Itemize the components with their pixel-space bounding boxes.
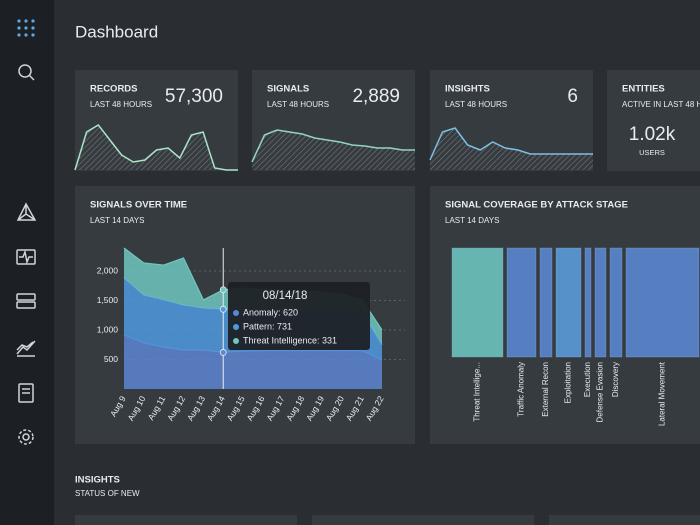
sparkline-area — [252, 130, 415, 170]
bar — [506, 247, 537, 358]
hover-marker — [219, 286, 227, 294]
tooltip — [228, 282, 370, 350]
page-title: Dashboard — [75, 22, 158, 41]
hover-marker — [219, 349, 227, 356]
x-tick-label: Execution — [583, 362, 592, 397]
bar — [625, 247, 700, 358]
y-tick-label: 500 — [104, 354, 118, 364]
tooltip-swatch — [233, 338, 239, 344]
graph-icon[interactable] — [16, 202, 37, 221]
bar — [609, 247, 623, 358]
chart-icon[interactable] — [16, 340, 36, 357]
chart-title: SIGNALS OVER TIME — [90, 200, 187, 211]
x-tick-label: Lateral Movement — [658, 361, 667, 426]
card-subtitle: LAST 48 HOURS — [267, 100, 329, 109]
sparkline — [429, 127, 593, 161]
chart-subtitle: LAST 14 DAYS — [445, 216, 499, 225]
bar — [555, 247, 582, 358]
card — [312, 515, 534, 525]
card — [549, 515, 700, 525]
search-icon[interactable] — [18, 64, 35, 81]
card — [75, 515, 297, 525]
sparkline — [251, 129, 415, 163]
bar — [451, 247, 504, 358]
card-value: 6 — [567, 86, 578, 107]
card-value: 2,889 — [352, 86, 400, 107]
x-tick-label: Traffic Anomaly — [517, 362, 526, 417]
sparkline-area — [75, 125, 238, 170]
card-subtitle: LAST 48 HOURS — [90, 100, 152, 109]
y-tick-label: 1,000 — [97, 324, 119, 334]
section-title: INSIGHTS — [75, 475, 120, 486]
x-tick-label: Defense Evasion — [596, 362, 605, 422]
bar — [539, 247, 553, 358]
storage-icon[interactable] — [16, 293, 36, 309]
settings-icon[interactable] — [18, 429, 34, 445]
card-title: RECORDS — [90, 84, 138, 95]
monitor-icon[interactable] — [16, 249, 36, 265]
bar — [584, 247, 592, 358]
card-subtitle: LAST 48 HOURS — [445, 100, 507, 109]
card-title: SIGNALS — [267, 84, 309, 95]
y-tick-label: 2,000 — [97, 265, 119, 275]
card-title: ENTITIES — [622, 84, 665, 95]
sparkline — [74, 124, 238, 171]
bar — [594, 247, 607, 358]
x-tick-label: Exploitation — [564, 362, 573, 403]
chart-subtitle: LAST 14 DAYS — [90, 216, 144, 225]
hover-marker — [219, 305, 227, 313]
card-unit: USERS — [639, 148, 665, 157]
card-value: 57,300 — [165, 86, 223, 107]
x-tick-label: Discovery — [611, 362, 620, 397]
logo[interactable] — [17, 19, 35, 37]
card — [607, 70, 700, 171]
x-tick-label: External Recon — [541, 362, 550, 417]
chart-title: SIGNAL COVERAGE BY ATTACK STAGE — [445, 200, 628, 211]
x-tick-label: Threat Intellige... — [473, 362, 482, 422]
card-subtitle: ACTIVE IN LAST 48 HOURS — [622, 100, 700, 109]
tooltip-date: 08/14/18 — [263, 290, 308, 302]
y-tick-label: 1,500 — [97, 295, 119, 305]
tooltip-item: Anomaly: 620 — [243, 307, 298, 317]
tooltip-item: Threat Intelligence: 331 — [243, 335, 337, 345]
section-subtitle: STATUS OF NEW — [75, 489, 140, 498]
book-icon[interactable] — [18, 383, 34, 403]
tooltip-swatch — [233, 324, 239, 330]
card-title: INSIGHTS — [445, 84, 490, 95]
tooltip-item: Pattern: 731 — [243, 321, 292, 331]
area — [124, 335, 382, 389]
card-value: 1.02k — [629, 124, 676, 145]
tooltip-swatch — [233, 310, 239, 316]
